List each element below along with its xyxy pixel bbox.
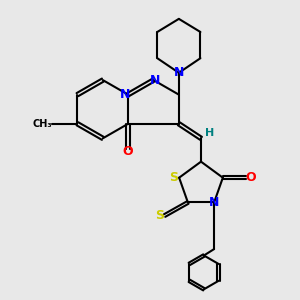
Text: CH₃: CH₃ <box>32 119 52 129</box>
Text: S: S <box>169 171 178 184</box>
Text: O: O <box>245 171 256 184</box>
Text: H: H <box>205 128 214 138</box>
Text: N: N <box>209 196 219 209</box>
Text: N: N <box>119 88 130 101</box>
Text: O: O <box>123 145 134 158</box>
Text: N: N <box>174 66 184 79</box>
Text: N: N <box>150 74 160 87</box>
Text: S: S <box>155 209 164 222</box>
